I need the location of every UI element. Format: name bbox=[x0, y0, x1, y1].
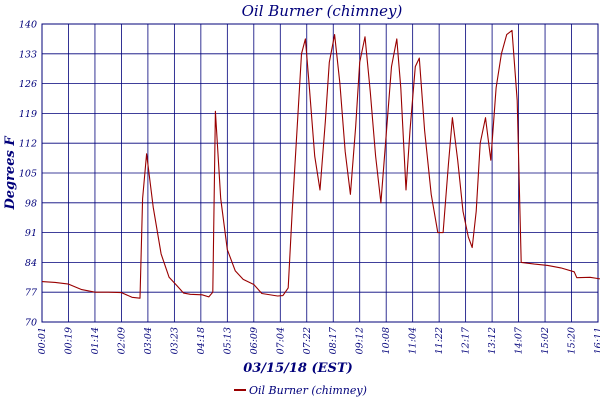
y-tick-label: 126 bbox=[19, 79, 37, 90]
y-tick-label: 70 bbox=[25, 318, 37, 329]
x-tick-label: 05:13 bbox=[222, 327, 233, 354]
x-tick-label: 11:22 bbox=[434, 327, 445, 354]
y-tick-label: 77 bbox=[25, 288, 38, 299]
y-axis-label: Degrees F bbox=[3, 136, 18, 211]
x-tick-label: 03:23 bbox=[169, 327, 180, 354]
y-tick-label: 105 bbox=[19, 169, 37, 180]
x-tick-label: 14:07 bbox=[514, 326, 525, 354]
x-tick-label: 01:14 bbox=[90, 327, 101, 354]
x-tick-label: 09:12 bbox=[355, 327, 366, 354]
y-axis-ticks: 70 77 84 91 98 105 112 119 126 133 140 bbox=[19, 20, 38, 329]
x-tick-label: 04:18 bbox=[196, 327, 207, 354]
y-tick-label: 84 bbox=[25, 258, 37, 269]
series-layer bbox=[41, 29, 600, 299]
y-tick-label: 119 bbox=[19, 109, 37, 120]
legend: Oil Burner (chimney) bbox=[234, 384, 367, 397]
chart-title: Oil Burner (chimney) bbox=[242, 2, 403, 20]
y-tick-label: 133 bbox=[19, 49, 37, 60]
x-tick-label: 07:22 bbox=[302, 327, 313, 354]
x-tick-label: 13:12 bbox=[487, 327, 498, 354]
legend-label: Oil Burner (chimney) bbox=[249, 384, 367, 397]
x-tick-label: 15:20 bbox=[567, 327, 578, 354]
x-tick-label: 02:09 bbox=[116, 327, 127, 354]
x-axis-label: 03/15/18 (EST) bbox=[243, 361, 353, 376]
x-tick-label: 15:02 bbox=[540, 327, 551, 354]
x-tick-label: 03:04 bbox=[143, 327, 154, 354]
x-axis-ticks: 00:01 00:19 01:14 02:09 03:04 03:23 04:18 05:13… bbox=[37, 326, 600, 354]
grid bbox=[41, 23, 599, 323]
x-tick-label: 00:19 bbox=[63, 327, 74, 354]
x-tick-label: 07:04 bbox=[275, 327, 286, 354]
x-tick-label: 16:11 bbox=[593, 327, 600, 354]
x-tick-label: 06:09 bbox=[249, 327, 260, 354]
x-tick-label: 11:04 bbox=[408, 327, 419, 354]
y-tick-label: 91 bbox=[25, 228, 37, 239]
y-tick-label: 98 bbox=[25, 198, 37, 209]
x-tick-label: 08:17 bbox=[328, 326, 339, 354]
series-line bbox=[41, 29, 600, 299]
y-tick-label: 112 bbox=[19, 139, 37, 150]
x-tick-label: 00:01 bbox=[37, 327, 48, 354]
x-tick-label: 10:08 bbox=[381, 327, 392, 354]
y-tick-label: 140 bbox=[19, 20, 37, 31]
x-tick-label: 12:17 bbox=[461, 326, 472, 354]
